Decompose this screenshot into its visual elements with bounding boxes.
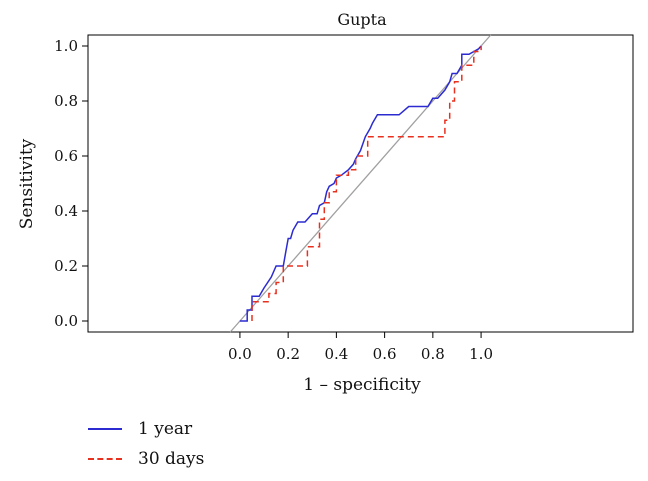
y-tick-label: 0.8: [54, 92, 78, 110]
legend-swatch-1-year: [88, 428, 122, 430]
y-tick-label: 0.6: [54, 147, 78, 165]
chart-title: Gupta: [337, 10, 387, 29]
x-tick-label: 0.4: [324, 345, 348, 363]
legend-swatch-30-days: [88, 458, 122, 460]
legend-label-30-days: 30 days: [138, 449, 205, 469]
x-tick-label: 0.6: [373, 345, 397, 363]
reference-diagonal-line: [229, 34, 492, 333]
legend-item-1-year: 1 year: [88, 414, 204, 444]
y-axis-label: Sensitivity: [17, 138, 37, 229]
x-tick-label: 0.8: [421, 345, 445, 363]
x-tick-label: 0.0: [228, 345, 252, 363]
x-axis: 0.0 0.2 0.4 0.6 0.8 1.0: [228, 332, 493, 363]
y-tick-label: 0.4: [54, 202, 78, 220]
y-axis: 0.0 0.2 0.4 0.6 0.8 1.0: [54, 37, 88, 330]
plot-frame: [87, 34, 634, 333]
y-tick-label: 0.2: [54, 257, 78, 275]
legend-label-1-year: 1 year: [138, 419, 193, 439]
y-tick-label: 1.0: [54, 37, 78, 55]
x-tick-label: 0.2: [276, 345, 300, 363]
plot-area: [229, 34, 492, 333]
legend-item-30-days: 30 days: [88, 444, 204, 474]
x-tick-label: 1.0: [469, 345, 493, 363]
y-tick-label: 0.0: [54, 312, 78, 330]
series-line-30-days: [251, 46, 482, 321]
x-axis-label: 1 – specificity: [303, 375, 421, 395]
legend: 1 year 30 days: [88, 414, 204, 474]
